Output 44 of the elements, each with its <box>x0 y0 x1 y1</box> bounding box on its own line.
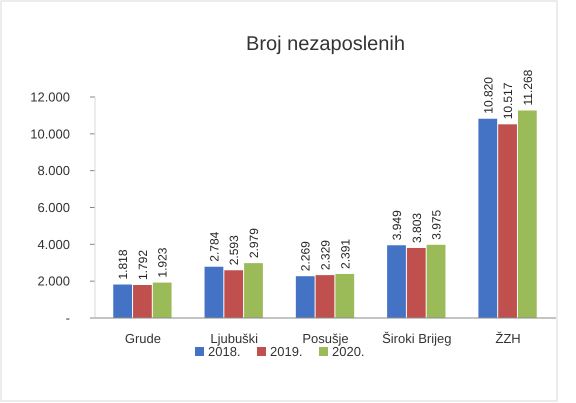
bar <box>133 284 152 318</box>
bar <box>316 275 334 318</box>
bar <box>244 263 263 318</box>
bar <box>335 274 354 318</box>
data-label: 1.818 <box>116 249 130 280</box>
data-label: 3.975 <box>430 209 444 240</box>
x-tick-label: Široki Brijeg <box>382 331 452 346</box>
bar <box>478 118 498 318</box>
y-tick-label: 8.000 <box>37 163 70 178</box>
y-tick-label: 4.000 <box>37 236 70 252</box>
x-tick-label: Ljubuški <box>210 331 258 346</box>
y-tick-label: 12.000 <box>30 90 70 105</box>
bar <box>498 124 517 318</box>
bar <box>204 266 224 318</box>
y-tick-label: 6.000 <box>37 200 70 216</box>
data-label: 10.517 <box>501 82 516 120</box>
data-label: 2.979 <box>246 228 261 258</box>
data-label: 10.820 <box>481 76 496 114</box>
data-label: 3.949 <box>390 210 404 240</box>
bar <box>113 284 132 318</box>
bar <box>296 276 315 318</box>
bar <box>387 245 406 318</box>
data-label: 1.923 <box>156 247 170 278</box>
data-label: 2.269 <box>298 240 313 272</box>
data-label: 1.792 <box>136 250 150 280</box>
y-tick-label: 2.000 <box>37 274 70 289</box>
bar <box>518 110 537 318</box>
y-tick-label: - <box>66 310 70 326</box>
data-label: 2.784 <box>207 231 222 262</box>
bar <box>426 244 446 318</box>
chart-title: Broj nezaposlenih <box>246 33 405 55</box>
bar <box>406 248 426 318</box>
x-tick-label: Grude <box>124 331 161 346</box>
data-label: 3.803 <box>410 212 424 243</box>
bar <box>152 282 172 318</box>
y-tick-label: 10.000 <box>30 126 70 142</box>
x-tick-label: Posušje <box>302 331 349 346</box>
x-tick-label: ŽZH <box>495 331 521 346</box>
legend-label: 2019. <box>270 344 303 359</box>
data-label: 2.593 <box>227 234 242 266</box>
bar <box>224 270 244 318</box>
data-label: 11.268 <box>520 69 535 106</box>
data-label: 2.329 <box>318 240 332 270</box>
data-label: 2.391 <box>338 238 352 269</box>
